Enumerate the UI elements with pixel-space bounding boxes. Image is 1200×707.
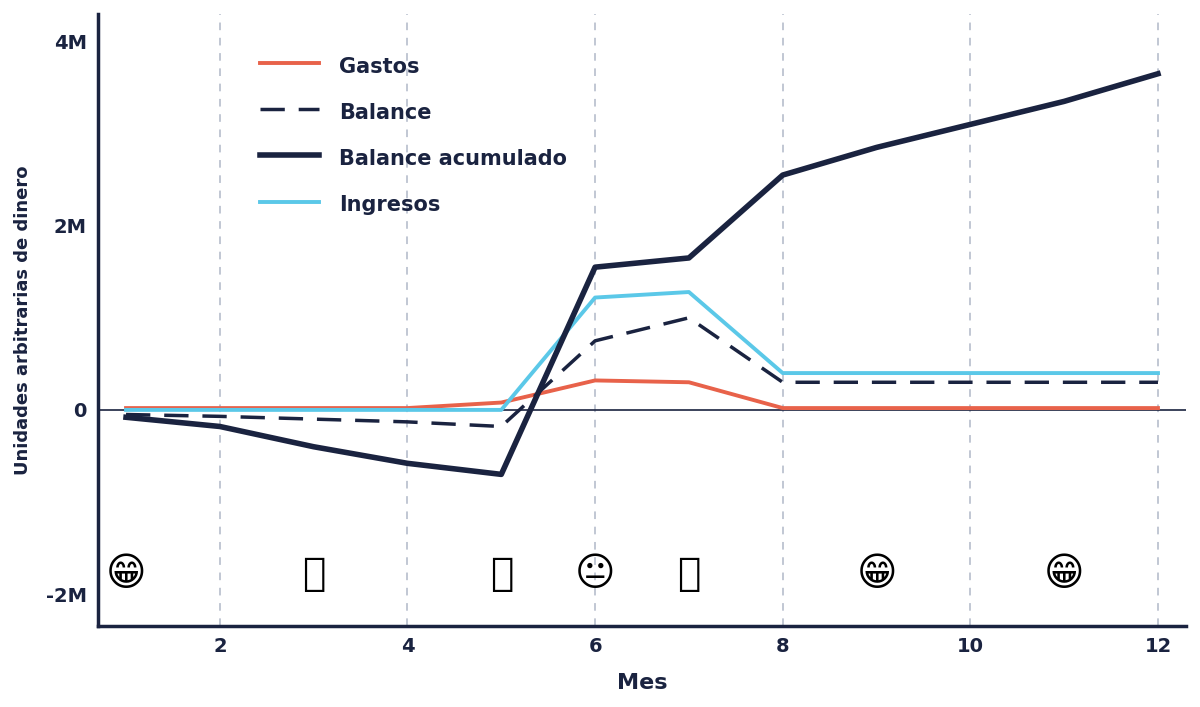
Legend: Gastos, Balance, Balance acumulado, Ingresos: Gastos, Balance, Balance acumulado, Ingr… xyxy=(250,42,577,228)
Text: 😁: 😁 xyxy=(857,555,896,593)
Text: 😁: 😁 xyxy=(1044,555,1085,593)
Text: 😐: 😐 xyxy=(575,555,616,593)
Text: 🙂: 🙂 xyxy=(302,555,325,593)
X-axis label: Mes: Mes xyxy=(617,673,667,693)
Text: 😁: 😁 xyxy=(106,555,146,593)
Text: 🙁: 🙁 xyxy=(490,555,512,593)
Text: 🙂: 🙂 xyxy=(677,555,701,593)
Y-axis label: Unidades arbitrarias de dinero: Unidades arbitrarias de dinero xyxy=(14,165,32,475)
